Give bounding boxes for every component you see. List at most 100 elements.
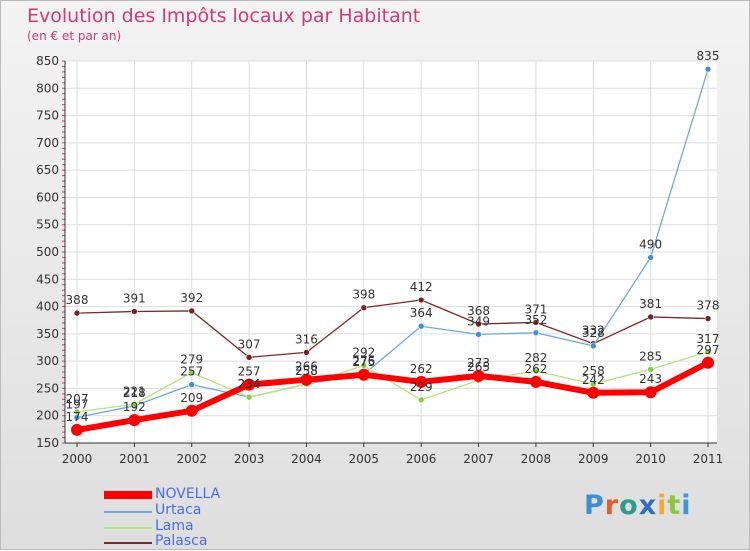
data-label-urtaca: 352	[524, 313, 547, 327]
data-point-lama	[245, 393, 253, 401]
x-tick-label: 2004	[291, 452, 322, 466]
data-point-novella	[529, 375, 542, 388]
x-tick-label: 2002	[176, 452, 207, 466]
data-point-lama	[704, 348, 712, 356]
data-label-palasca: 332	[582, 324, 605, 338]
data-label-urtaca: 197	[66, 397, 89, 411]
x-tick-label: 2000	[62, 452, 93, 466]
x-tick-label: 2007	[463, 452, 494, 466]
data-label-novella: 174	[66, 410, 89, 424]
series-line-urtaca	[76, 68, 709, 418]
legend-label-novella: NOVELLA	[155, 486, 221, 502]
data-label-urtaca: 218	[123, 386, 146, 400]
y-tick-label: 350	[36, 327, 59, 341]
y-tick-label: 400	[36, 300, 59, 314]
chart-title: Evolution des Impôts locaux par Habitant	[27, 5, 421, 27]
data-point-novella	[243, 378, 256, 391]
data-point-palasca	[131, 308, 138, 315]
data-label-novella: 275	[352, 355, 375, 369]
data-point-palasca	[647, 313, 654, 321]
data-point-novella	[300, 373, 313, 386]
data-point-novella	[587, 386, 600, 399]
data-point-lama	[532, 367, 540, 375]
data-label-lama: 317	[697, 332, 720, 346]
data-label-lama: 285	[639, 349, 662, 363]
data-point-novella	[357, 368, 370, 381]
chart-subtitle: (en € et par an)	[27, 29, 122, 43]
data-label-palasca: 412	[410, 280, 433, 294]
data-point-urtaca	[589, 342, 597, 350]
data-point-palasca	[704, 315, 712, 322]
data-label-palasca: 378	[697, 299, 720, 313]
data-label-novella: 262	[410, 362, 433, 376]
data-label-lama: 258	[295, 364, 318, 378]
data-label-urtaca: 257	[180, 365, 203, 379]
data-label-palasca: 371	[524, 302, 547, 316]
data-label-lama: 229	[410, 380, 433, 394]
data-point-palasca	[188, 307, 196, 315]
y-tick-label: 200	[36, 409, 59, 423]
data-label-urtaca: 258	[295, 364, 318, 378]
data-point-palasca	[245, 354, 253, 361]
data-point-urtaca	[475, 331, 482, 338]
data-label-urtaca: 276	[352, 354, 375, 368]
y-tick-label: 300	[36, 354, 59, 368]
data-label-palasca: 388	[66, 293, 89, 307]
x-tick-label: 2008	[521, 452, 552, 466]
data-point-palasca	[532, 319, 540, 326]
data-label-urtaca: 349	[467, 314, 490, 328]
data-label-novella: 257	[238, 365, 261, 379]
data-point-lama	[417, 396, 425, 404]
legend-swatch-lama	[104, 527, 152, 529]
x-tick-label: 2009	[578, 452, 609, 466]
y-tick-label: 700	[36, 136, 59, 150]
data-point-lama	[647, 366, 654, 373]
data-label-lama: 234	[238, 377, 261, 391]
data-label-lama: 279	[180, 353, 203, 367]
x-tick-label: 2001	[119, 452, 150, 466]
legend-label-palasca: Palasca	[155, 533, 208, 549]
data-label-palasca: 391	[123, 291, 146, 305]
data-point-novella	[185, 404, 198, 417]
data-label-urtaca: 328	[582, 326, 605, 340]
y-tick-label: 250	[36, 381, 59, 395]
data-point-urtaca	[532, 329, 540, 337]
data-point-lama	[360, 362, 368, 369]
y-tick-label: 150	[36, 436, 59, 450]
data-point-lama	[131, 400, 138, 408]
legend-label-urtaca: Urtaca	[155, 502, 202, 518]
x-tick-label: 2003	[234, 452, 265, 466]
series-line-novella	[76, 360, 710, 433]
y-tick-label: 650	[36, 163, 59, 177]
data-point-urtaca	[417, 322, 425, 330]
data-label-lama: 282	[524, 351, 547, 365]
data-label-urtaca: 364	[410, 306, 433, 320]
data-label-urtaca: 234	[238, 377, 261, 391]
data-label-novella: 297	[697, 343, 720, 357]
data-label-lama: 207	[66, 392, 89, 406]
data-label-lama: 258	[582, 364, 605, 378]
legend-swatch-urtaca	[104, 511, 152, 513]
data-label-palasca: 307	[238, 337, 261, 351]
y-tick-label: 450	[36, 272, 59, 286]
data-point-palasca	[360, 304, 368, 311]
y-tick-label: 500	[36, 245, 59, 259]
legend-swatch-novella	[104, 491, 152, 499]
legend-label-lama: Lama	[155, 518, 194, 534]
data-label-urtaca: 490	[639, 237, 662, 251]
data-point-novella	[472, 369, 485, 382]
x-tick-label: 2006	[406, 452, 437, 466]
data-label-lama: 221	[123, 384, 146, 398]
y-tick-label: 800	[36, 81, 59, 95]
data-label-novella: 243	[639, 372, 662, 386]
data-label-palasca: 398	[352, 288, 375, 302]
data-point-novella	[415, 375, 428, 388]
data-label-lama: 292	[352, 346, 375, 360]
data-point-urtaca	[647, 254, 654, 261]
data-label-novella: 262	[524, 362, 547, 376]
data-point-novella	[128, 414, 141, 427]
data-label-urtaca: 835	[697, 49, 720, 63]
data-point-urtaca	[188, 381, 196, 388]
